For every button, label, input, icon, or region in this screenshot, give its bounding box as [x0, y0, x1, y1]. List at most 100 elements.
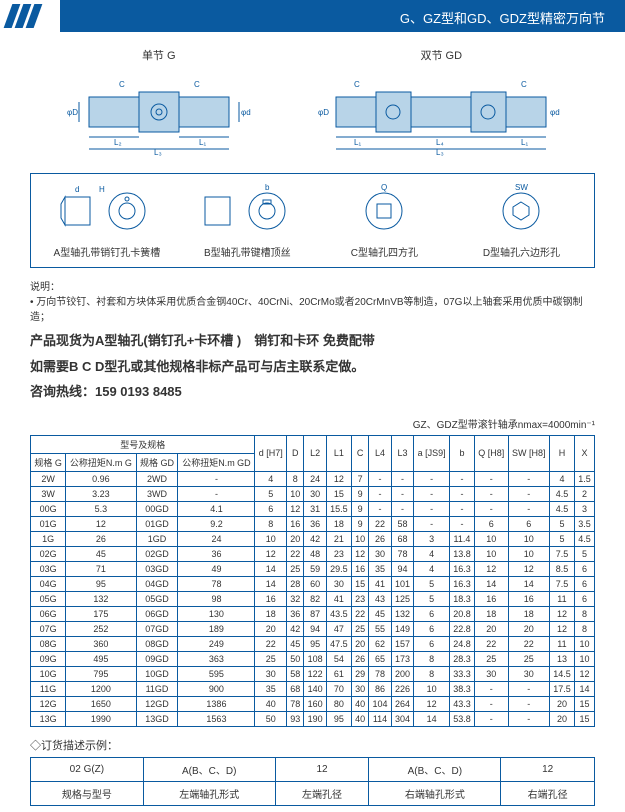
table-cell: 5 — [414, 591, 450, 606]
table-row: 1G261GD2410204221102668311.4101054.5 — [31, 531, 595, 546]
table-cell: 8 — [287, 471, 304, 486]
diagram-single-label: 单节 G — [59, 47, 259, 63]
table-cell: - — [508, 696, 549, 711]
table-cell: 06G — [31, 606, 66, 621]
order-row-labels: 规格与型号左端轴孔形式左端孔径右端轴孔形式右端孔径 — [31, 781, 595, 805]
table-cell: 33.3 — [449, 666, 474, 681]
notes-heading: 说明： — [30, 280, 595, 295]
table-cell: 1650 — [66, 696, 136, 711]
table-cell: 25 — [287, 561, 304, 576]
order-table: 02 G(Z)A(B、C、D)12A(B、C、D)12 规格与型号左端轴孔形式左… — [30, 757, 595, 806]
table-cell: 43.3 — [449, 696, 474, 711]
table-cell: 9.2 — [178, 516, 255, 531]
th-a: a [JS9] — [414, 435, 450, 471]
table-cell: 16.3 — [449, 576, 474, 591]
table-row: 2W0.962WD-4824127------41.5 — [31, 471, 595, 486]
table-cell: 35 — [369, 561, 391, 576]
table-row: 09G49509GD3632550108542665173828.3252513… — [31, 651, 595, 666]
table-cell: 13G — [31, 711, 66, 726]
table-cell: - — [178, 471, 255, 486]
table-cell: - — [414, 501, 450, 516]
table-row: 12G165012GD1386407816080401042641243.3--… — [31, 696, 595, 711]
svg-text:d: d — [75, 185, 79, 194]
table-cell: 49 — [178, 561, 255, 576]
table-cell: 304 — [391, 711, 413, 726]
table-cell: 10 — [351, 531, 368, 546]
table-cell: - — [414, 516, 450, 531]
table-cell: 140 — [304, 681, 326, 696]
hole-c-label: C型轴孔四方孔 — [334, 244, 434, 259]
table-cell: 42 — [287, 621, 304, 636]
table-cell: 01GD — [136, 516, 178, 531]
table-cell: 22 — [474, 636, 508, 651]
table-cell: 55 — [369, 621, 391, 636]
svg-text:φd: φd — [241, 108, 251, 117]
table-cell: 45 — [287, 636, 304, 651]
table-cell: 173 — [391, 651, 413, 666]
table-cell: 86 — [369, 681, 391, 696]
table-cell: 6 — [414, 621, 450, 636]
table-cell: 14 — [414, 711, 450, 726]
table-cell: 10 — [287, 486, 304, 501]
table-cell: - — [449, 501, 474, 516]
table-cell: 14 — [255, 576, 287, 591]
table-cell: - — [508, 711, 549, 726]
table-cell: 10 — [474, 546, 508, 561]
table-cell: 41 — [369, 576, 391, 591]
order-cell: 左端轴孔形式 — [143, 781, 275, 805]
table-cell: 15.5 — [326, 501, 351, 516]
table-cell: 13.8 — [449, 546, 474, 561]
order-row-values: 02 G(Z)A(B、C、D)12A(B、C、D)12 — [31, 757, 595, 781]
table-cell: 09GD — [136, 651, 178, 666]
table-cell: 7.5 — [549, 546, 574, 561]
table-cell: 4 — [414, 561, 450, 576]
table-row: 3W3.233WD-51030159------4.52 — [31, 486, 595, 501]
table-cell: 28.3 — [449, 651, 474, 666]
table-cell: 226 — [391, 681, 413, 696]
table-cell: 30 — [474, 666, 508, 681]
diagram-double-label: 双节 GD — [316, 47, 566, 63]
table-cell: 3 — [414, 531, 450, 546]
table-cell: 82 — [304, 591, 326, 606]
table-cell: 60 — [304, 576, 326, 591]
table-cell: 68 — [391, 531, 413, 546]
table-cell: 03G — [31, 561, 66, 576]
order-cell: 12 — [275, 757, 369, 781]
table-cell: 20 — [549, 696, 574, 711]
table-cell: 20 — [351, 636, 368, 651]
th-L2: L2 — [304, 435, 326, 471]
table-cell: 3 — [574, 501, 594, 516]
table-cell: 9 — [351, 516, 368, 531]
table-cell: 495 — [66, 651, 136, 666]
table-cell: 20 — [549, 711, 574, 726]
table-cell: 30 — [255, 666, 287, 681]
table-cell: 40 — [255, 696, 287, 711]
table-cell: 78 — [178, 576, 255, 591]
table-cell: 5 — [255, 486, 287, 501]
header-title: G、GZ型和GD、GDZ型精密万向节 — [60, 0, 625, 32]
table-cell: 7 — [351, 471, 368, 486]
table-cell: 13GD — [136, 711, 178, 726]
table-cell: 101 — [391, 576, 413, 591]
table-cell: 95 — [66, 576, 136, 591]
order-cell: 12 — [501, 757, 595, 781]
table-cell: 1.5 — [574, 471, 594, 486]
table-cell: 71 — [66, 561, 136, 576]
table-row: 00G5.300GD4.16123115.59------4.53 — [31, 501, 595, 516]
table-cell: 22 — [508, 636, 549, 651]
hole-type-a: dH A型轴孔带销钉孔卡簧槽 — [54, 182, 161, 259]
th-b: b — [449, 435, 474, 471]
svg-text:L₁: L₁ — [354, 138, 361, 147]
table-cell: 6 — [474, 516, 508, 531]
table-cell: 6 — [255, 501, 287, 516]
th-gd: 规格 GD — [136, 453, 178, 471]
table-cell: 22 — [351, 606, 368, 621]
header-bar: G、GZ型和GD、GDZ型精密万向节 — [0, 0, 625, 32]
table-cell: 11 — [549, 636, 574, 651]
table-cell: 6 — [574, 561, 594, 576]
table-cell: 25 — [474, 651, 508, 666]
table-cell: 6 — [414, 606, 450, 621]
table-cell: 32 — [287, 591, 304, 606]
table-cell: 16 — [474, 591, 508, 606]
table-cell: 12 — [255, 546, 287, 561]
